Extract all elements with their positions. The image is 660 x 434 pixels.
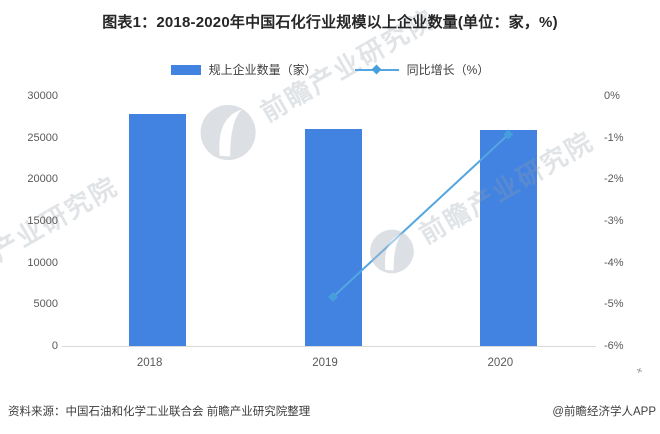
y-left-tick: 30000 <box>27 90 58 102</box>
x-tick-2020: 2020 <box>487 357 514 369</box>
x-tick-2018: 2018 <box>136 357 163 369</box>
cursor-artifact: + <box>634 364 645 378</box>
credit-note: @前瞻经济学人APP <box>552 406 656 418</box>
y-right-tick: -4% <box>604 256 624 269</box>
y-left-tick: 5000 <box>33 298 58 311</box>
bar-2020 <box>479 130 537 347</box>
x-tick-2019: 2019 <box>312 357 338 369</box>
y-left-tick: 20000 <box>27 173 58 186</box>
plot-area <box>70 97 596 347</box>
growth-line <box>328 129 514 302</box>
legend: 规上企业数量（家） 同比增长（%） <box>0 61 660 78</box>
legend-item-bar[interactable]: 规上企业数量（家） <box>170 61 317 78</box>
y-left-tick: 0 <box>51 340 58 352</box>
y-right-tick: -1% <box>604 131 624 144</box>
bar-2018 <box>129 113 187 347</box>
legend-line-label: 同比增长（%） <box>406 63 490 77</box>
bar-swatch-icon <box>170 64 201 75</box>
y-right-tick: 0% <box>604 90 620 102</box>
y-left-tick: 15000 <box>27 215 58 227</box>
legend-bar-label: 规上企业数量（家） <box>208 63 317 77</box>
y-right-tick: -3% <box>604 215 624 227</box>
y-right-tick: -5% <box>604 298 624 311</box>
legend-item-line[interactable]: 同比增长（%） <box>354 61 490 78</box>
bar-2019 <box>304 128 362 347</box>
y-left-tick: 10000 <box>27 256 58 269</box>
y-right-tick: -6% <box>604 340 624 352</box>
chart-title: 图表1：2018-2020年中国石化行业规模以上企业数量(单位：家，%) <box>102 14 558 31</box>
source-note: 资料来源：中国石油和化学工业联合会 前瞻产业研究院整理 <box>8 406 311 418</box>
y-right-tick: -2% <box>604 173 624 186</box>
x-axis-line <box>62 346 596 347</box>
line-swatch-icon <box>354 64 399 75</box>
y-left-tick: 25000 <box>27 131 58 144</box>
